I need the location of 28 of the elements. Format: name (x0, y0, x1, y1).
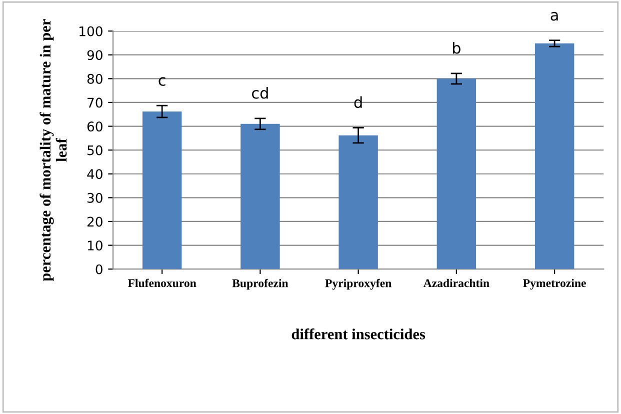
y-tick-label: 0 (96, 264, 102, 274)
data-label: d (354, 96, 362, 108)
x-tick-label: Azadirachtin (423, 278, 490, 288)
y-tick-label: 100 (80, 26, 102, 36)
x-tick-label: Pymetrozine (523, 278, 586, 290)
bar (240, 124, 280, 270)
y-tick-label: 60 (87, 121, 102, 132)
y-tick-label: 20 (87, 216, 102, 227)
x-axis-title: different insecticides (292, 328, 426, 340)
bar (436, 78, 476, 270)
data-label: a (550, 12, 558, 21)
y-tick-label: 30 (88, 192, 102, 203)
x-tick-label: Pyriproxyfen (325, 278, 392, 290)
y-tick-label: 80 (87, 74, 102, 84)
bar (142, 112, 182, 270)
data-label: b (452, 42, 460, 54)
y-axis-title: percentage of mortality of mature in per leaf (40, 19, 67, 282)
data-label: c (158, 77, 166, 86)
x-tick-label: Flufenoxuron (128, 278, 196, 288)
y-tick-label: 90 (87, 50, 102, 60)
y-tick-label: 70 (88, 98, 102, 108)
y-tick-label: 10 (88, 240, 102, 250)
x-tick-label: Buprofezin (232, 278, 288, 290)
y-tick-label: 50 (88, 145, 102, 156)
y-tick-label: 40 (87, 169, 102, 180)
bar (534, 43, 574, 270)
data-label: cd (252, 86, 268, 99)
bar (338, 135, 378, 270)
